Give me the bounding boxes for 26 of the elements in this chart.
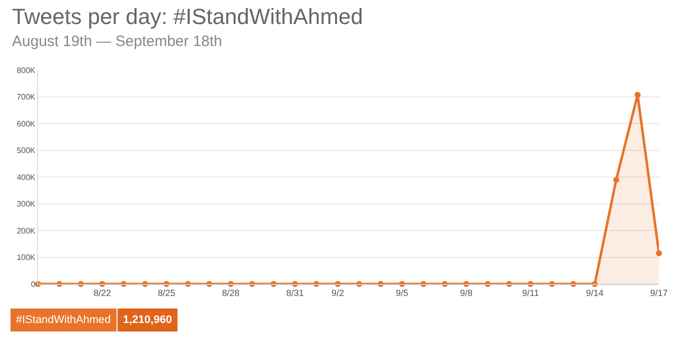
- x-tick-label: 9/17: [650, 288, 668, 298]
- x-tick-label: 9/11: [522, 288, 539, 298]
- chart-title: Tweets per day: #IStandWithAhmed: [12, 4, 363, 29]
- x-tick-label: 9/2: [332, 288, 344, 298]
- x-tick-label: 8/31: [286, 288, 304, 298]
- y-tick-label: 400K: [16, 172, 36, 182]
- x-tick-label: 9/14: [586, 288, 604, 298]
- y-tick-label: 800K: [16, 66, 36, 75]
- text: 1,210,960: [123, 314, 172, 326]
- x-tick-label: 9/5: [396, 288, 408, 298]
- y-tick-label: 700K: [16, 92, 36, 102]
- y-tick-label: 500K: [16, 146, 36, 156]
- x-tick-label: 8/28: [222, 288, 240, 298]
- x-tick-label: 8/25: [158, 288, 176, 298]
- y-tick-label: 100K: [16, 253, 36, 262]
- point: [656, 250, 662, 256]
- chart-subtitle: August 19th — September 18th: [12, 33, 222, 50]
- y-tick-label: 600K: [16, 119, 36, 128]
- x-tick-label: 8/22: [93, 288, 112, 298]
- y-tick-label: 200K: [16, 226, 36, 236]
- point: [613, 176, 620, 183]
- point: [634, 92, 641, 98]
- y-tick-label: 300K: [16, 200, 36, 209]
- y-tick-label: 0: [30, 280, 36, 289]
- text: #IStandWithAhmed: [16, 314, 111, 326]
- x-tick-label: 9/8: [460, 288, 473, 298]
